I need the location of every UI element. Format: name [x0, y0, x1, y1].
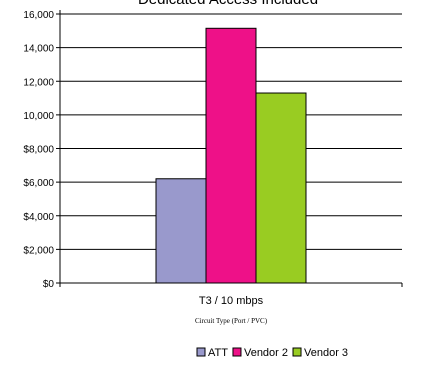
legend-label: Vendor 3 — [304, 347, 348, 359]
legend: ATT Vendor 2 Vendor 3 — [196, 347, 348, 359]
bar-vendor-3 — [255, 92, 307, 284]
legend-label: Vendor 2 — [244, 347, 288, 359]
bar-att — [155, 178, 207, 284]
y-tick-label: $8,000 — [23, 145, 54, 156]
y-tick-label: 10,000 — [23, 111, 54, 122]
category-label: T3 / 10 mbps — [199, 295, 264, 307]
bars — [155, 27, 307, 284]
y-tick-label: $0 — [43, 279, 55, 290]
legend-swatch — [196, 347, 206, 357]
x-axis-label: Circuit Type (Port / PVC) — [195, 317, 268, 325]
y-tick-label: $2,000 — [23, 245, 54, 256]
legend-label: ATT — [208, 347, 228, 359]
y-tick-label: $6,000 — [23, 178, 54, 189]
chart-title: Dedicated Access Included — [138, 0, 318, 8]
y-tick-label: 16,000 — [23, 10, 54, 21]
bar-vendor-2 — [205, 27, 257, 284]
y-tick-label: 14,000 — [23, 44, 54, 55]
legend-swatch — [292, 347, 302, 357]
y-tick-label: $4,000 — [23, 212, 54, 223]
y-axis-ticks: $0 $2,000 $4,000 $6,000 $8,000 10,000 12,000 14… — [23, 10, 60, 290]
y-tick-label: 12,000 — [23, 77, 54, 88]
legend-swatch — [232, 347, 242, 357]
axes — [59, 10, 403, 287]
